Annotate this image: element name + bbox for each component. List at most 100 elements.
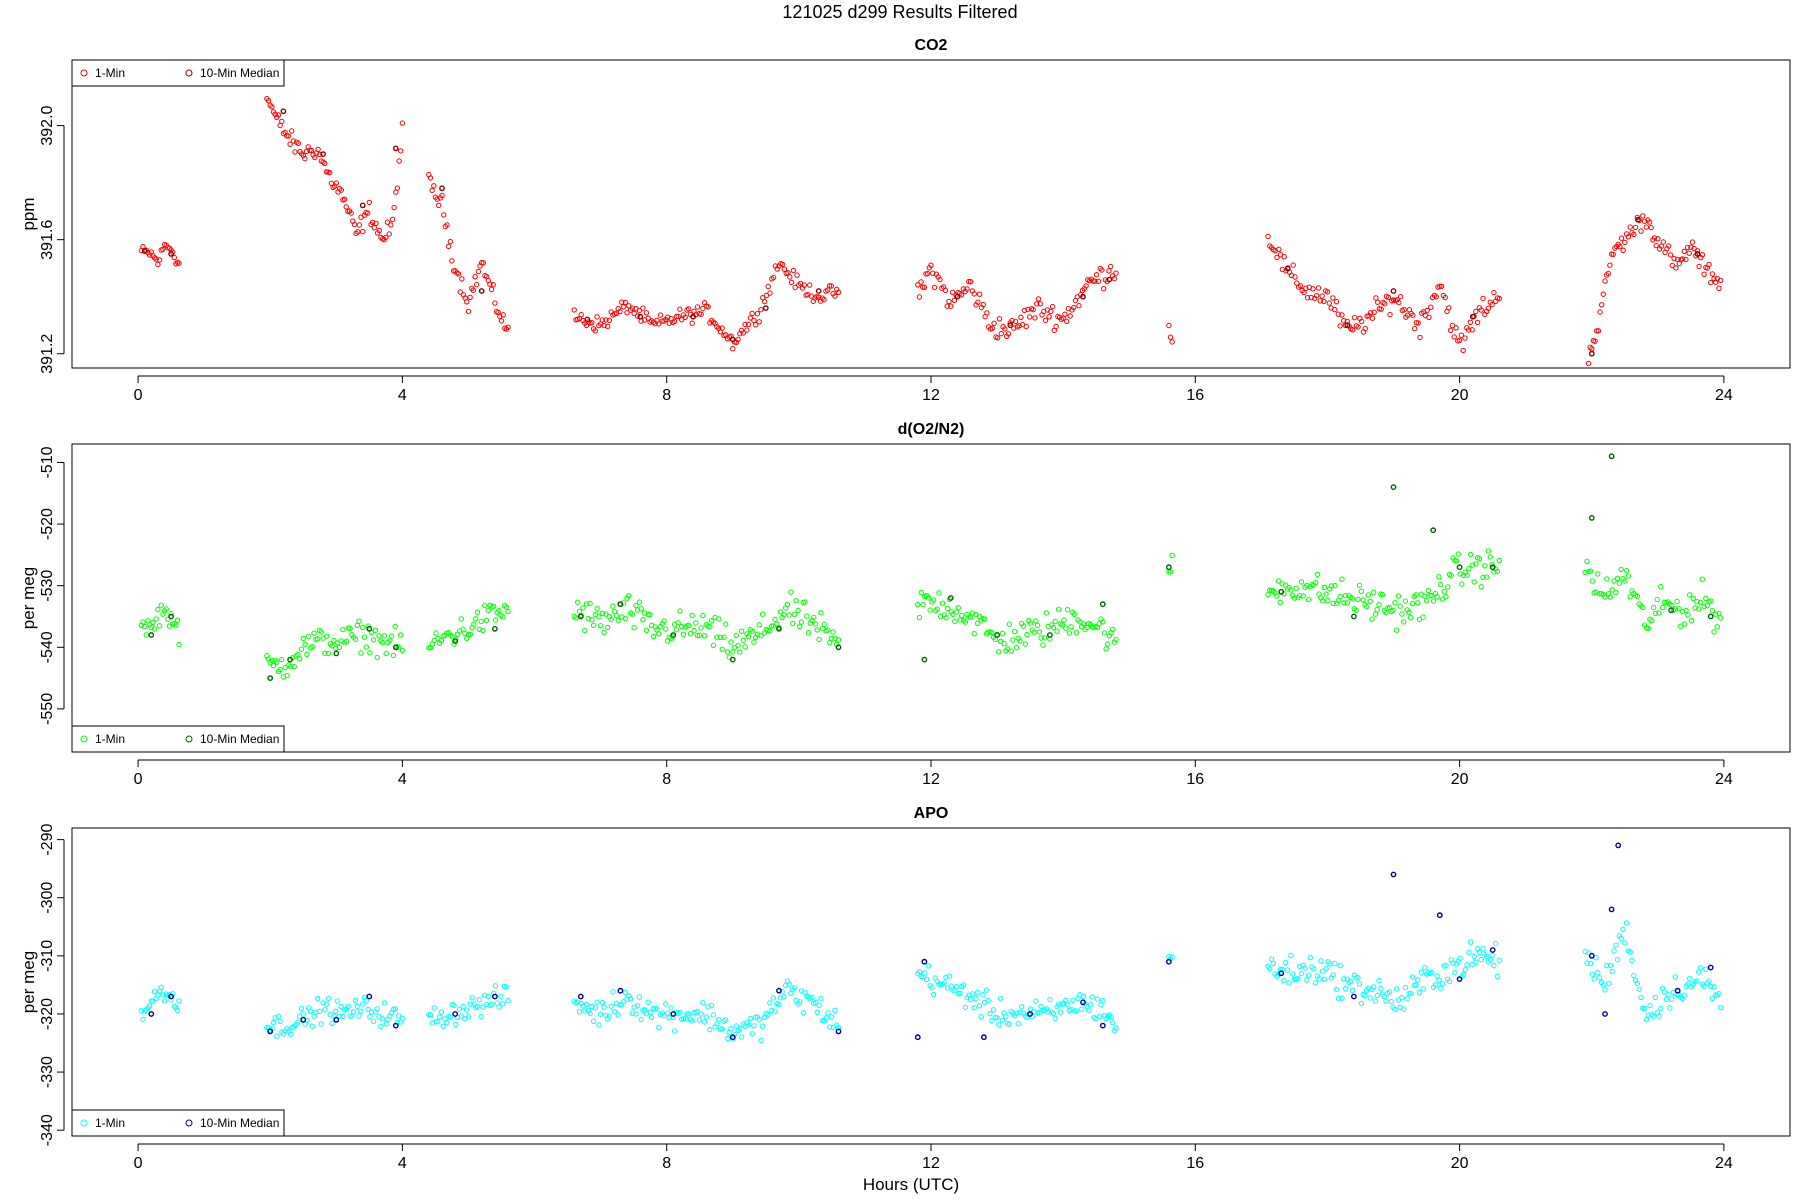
point-1min-do2n2-499 bbox=[1415, 600, 1421, 606]
legend-box-do2n2 bbox=[71, 725, 285, 753]
point-1min-apo-5 bbox=[146, 1003, 153, 1009]
point-1min-do2n2-36 bbox=[284, 672, 290, 679]
point-1min-co2-607 bbox=[1679, 256, 1686, 262]
point-1min-apo-558 bbox=[1604, 962, 1610, 969]
point-1min-do2n2-114 bbox=[449, 633, 455, 640]
point-1min-do2n2-272 bbox=[793, 598, 799, 604]
point-1min-co2-483 bbox=[1375, 299, 1381, 305]
point-1min-do2n2-28 bbox=[270, 663, 277, 669]
point-1min-co2-588 bbox=[1646, 219, 1653, 225]
point-1min-do2n2-78 bbox=[360, 624, 366, 631]
point-1min-apo-568 bbox=[1622, 940, 1628, 946]
point-1min-apo-31 bbox=[275, 1013, 282, 1020]
point-1min-do2n2-167 bbox=[608, 616, 614, 623]
point-1min-co2-312 bbox=[925, 270, 931, 277]
point-1min-co2-541 bbox=[1478, 307, 1484, 313]
point-1min-co2-625 bbox=[1709, 271, 1716, 277]
point-1min-apo-198 bbox=[663, 1001, 669, 1007]
point-1min-apo-298 bbox=[916, 968, 923, 975]
point-1min-co2-599 bbox=[1666, 243, 1672, 249]
point-median-do2n2-4 bbox=[333, 650, 340, 657]
point-1min-do2n2-353 bbox=[1013, 644, 1020, 651]
point-1min-do2n2-306 bbox=[930, 597, 937, 603]
point-1min-apo-312 bbox=[941, 980, 947, 986]
point-1min-co2-618 bbox=[1698, 254, 1704, 261]
point-1min-do2n2-63 bbox=[333, 645, 339, 651]
point-1min-do2n2-95 bbox=[390, 652, 397, 659]
point-1min-co2-401 bbox=[1083, 283, 1089, 289]
point-1min-co2-257 bbox=[749, 310, 755, 317]
point-1min-apo-578 bbox=[1640, 1005, 1646, 1011]
point-median-co2-12 bbox=[762, 305, 769, 311]
point-1min-apo-515 bbox=[1443, 962, 1449, 969]
point-1min-do2n2-33 bbox=[279, 656, 285, 663]
point-1min-apo-493 bbox=[1404, 996, 1410, 1002]
point-1min-co2-463 bbox=[1339, 312, 1345, 318]
point-1min-do2n2-138 bbox=[492, 617, 499, 623]
point-1min-co2-62 bbox=[327, 170, 333, 176]
point-1min-do2n2-522 bbox=[1455, 551, 1462, 557]
point-1min-apo-494 bbox=[1406, 991, 1412, 997]
point-1min-co2-252 bbox=[740, 330, 746, 336]
point-1min-apo-258 bbox=[768, 1007, 775, 1014]
legend-marker-median-co2 bbox=[185, 69, 193, 77]
point-1min-do2n2-147 bbox=[573, 615, 579, 621]
point-1min-co2-47 bbox=[302, 155, 308, 162]
point-1min-do2n2-521 bbox=[1453, 558, 1460, 564]
point-1min-apo-512 bbox=[1438, 985, 1444, 991]
point-1min-apo-525 bbox=[1460, 971, 1467, 978]
point-1min-do2n2-586 bbox=[1654, 596, 1660, 603]
point-1min-co2-20 bbox=[171, 254, 178, 261]
point-1min-apo-495 bbox=[1408, 991, 1414, 997]
point-1min-co2-280 bbox=[790, 267, 797, 274]
point-1min-apo-561 bbox=[1609, 968, 1615, 975]
point-1min-co2-217 bbox=[679, 317, 685, 323]
point-1min-do2n2-413 bbox=[1169, 552, 1175, 559]
point-1min-co2-187 bbox=[626, 303, 632, 309]
point-1min-co2-458 bbox=[1330, 295, 1336, 301]
point-1min-apo-428 bbox=[1290, 971, 1296, 977]
point-1min-co2-185 bbox=[622, 299, 628, 306]
point-1min-apo-305 bbox=[929, 985, 935, 991]
point-1min-co2-279 bbox=[788, 279, 795, 285]
point-median-apo-1 bbox=[168, 993, 175, 1000]
x-axis-do2n2: 0 4 8 12 16 20 24 bbox=[134, 759, 1733, 788]
point-1min-do2n2-357 bbox=[1020, 623, 1027, 629]
point-median-apo-27 bbox=[1489, 947, 1496, 953]
point-1min-co2-110 bbox=[431, 183, 437, 189]
point-1min-co2-27 bbox=[269, 104, 275, 110]
point-median-apo-19 bbox=[1080, 999, 1086, 1006]
point-1min-apo-437 bbox=[1305, 972, 1312, 978]
point-1min-apo-477 bbox=[1376, 977, 1382, 984]
point-1min-apo-615 bbox=[1706, 978, 1712, 984]
point-1min-co2-261 bbox=[756, 319, 762, 325]
point-1min-co2-75 bbox=[348, 210, 354, 216]
point-1min-co2-130 bbox=[464, 299, 470, 305]
point-1min-apo-130 bbox=[478, 1013, 484, 1020]
point-1min-apo-542 bbox=[1491, 962, 1497, 969]
point-1min-co2-289 bbox=[807, 282, 813, 288]
point-1min-co2-406 bbox=[1092, 278, 1098, 284]
point-median-apo-21 bbox=[1166, 958, 1172, 965]
point-1min-do2n2-164 bbox=[603, 611, 609, 617]
point-1min-do2n2-402 bbox=[1100, 619, 1106, 625]
point-1min-co2-469 bbox=[1350, 327, 1356, 333]
point-1min-do2n2-144 bbox=[503, 604, 509, 610]
point-1min-do2n2-476 bbox=[1374, 607, 1380, 613]
point-1min-co2-79 bbox=[355, 229, 361, 235]
point-1min-co2-131 bbox=[465, 308, 472, 315]
point-1min-do2n2-223 bbox=[707, 624, 713, 630]
point-1min-apo-132 bbox=[482, 992, 488, 998]
point-1min-co2-260 bbox=[754, 311, 761, 317]
point-1min-co2-452 bbox=[1319, 293, 1325, 299]
point-1min-do2n2-430 bbox=[1293, 585, 1299, 591]
point-1min-apo-394 bbox=[1086, 1007, 1092, 1013]
y-tick-label-apo-5: -290 bbox=[39, 823, 56, 855]
point-1min-apo-400 bbox=[1096, 1014, 1103, 1020]
point-1min-apo-152 bbox=[582, 1008, 588, 1014]
point-median-do2n2-28 bbox=[1608, 453, 1615, 460]
point-1min-do2n2-510 bbox=[1434, 594, 1440, 600]
point-1min-do2n2-235 bbox=[728, 639, 734, 645]
point-1min-co2-613 bbox=[1689, 239, 1696, 245]
point-1min-apo-511 bbox=[1436, 977, 1442, 983]
